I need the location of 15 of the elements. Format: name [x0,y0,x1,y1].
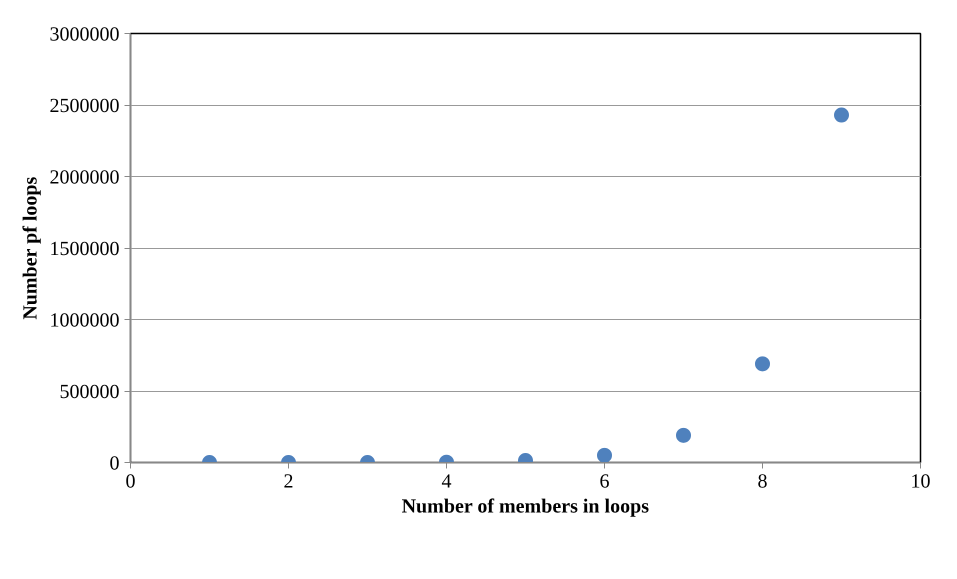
x-tick-label: 2 [284,470,294,492]
y-tick-label: 3000000 [50,24,120,46]
x-tick-label: 0 [126,470,136,492]
y-tick-label: 2500000 [50,95,120,117]
y-tick-label: 1500000 [50,238,120,260]
y-tick-label: 2000000 [50,166,120,188]
y-tick-label: 500000 [60,381,120,403]
y-tick-label: 1000000 [50,310,120,332]
x-tick-label: 8 [758,470,768,492]
y-tick-label: 0 [110,452,120,474]
x-tick-label: 10 [910,470,930,492]
x-axis-title: Number of members in loops [402,496,650,518]
x-tick-label: 6 [600,470,610,492]
y-axis-title: Number pf loops [20,176,42,320]
x-tick-label: 4 [442,470,452,492]
